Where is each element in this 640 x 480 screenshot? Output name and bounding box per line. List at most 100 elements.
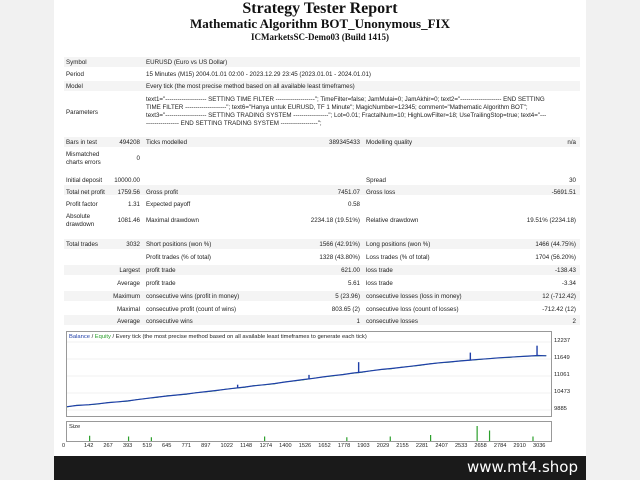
label-bars: Bars in test [66,139,97,146]
label-loss-trades: Loss trades (% of total) [366,254,430,261]
y-tick-label: 9885 [554,406,567,412]
value-period: 15 Minutes (M15) 2004.01.01 02:00 - 2023… [146,71,371,78]
x-tick-label: 1274 [259,443,273,449]
x-tick-label: 3036 [532,443,546,449]
x-tick-label: 1148 [240,443,253,449]
report-title: Strategy Tester Report [242,0,398,17]
params-line-4: ---------------- END SETTING TRADING SYS… [146,120,322,127]
label-max-consec-losses: consecutive losses (loss in money) [366,293,462,300]
balance-chart: Balance / Equity / Every tick (the most … [66,331,552,417]
x-tick-label: 1903 [357,443,370,449]
label-mismatch-2: charts errors [66,159,101,166]
value-deposit: 10000.00 [114,177,140,184]
size-bar [89,435,91,441]
value-average-loss: -3.34 [561,280,576,287]
value-largest-loss: -138.43 [555,267,576,274]
x-tick-label: 1778 [337,443,351,449]
x-tick-label: 1022 [220,443,233,449]
size-bar [532,436,534,441]
label-average: Average [117,280,140,287]
size-bar [346,437,348,441]
size-label: Size [69,424,81,430]
value-total-trades: 3032 [126,241,140,248]
x-tick-label: 2155 [396,443,409,449]
label-largest: Largest [119,267,140,274]
x-tick-label: 142 [84,443,94,449]
x-tick-label: 519 [142,443,152,449]
legend-sep: / [89,334,95,340]
value-profit-trades: 1328 (43.80%) [319,254,360,261]
value-maximal-consec-profit: 803.65 (2) [331,306,360,313]
value-avg-consec-wins: 1 [356,318,360,325]
label-average-profit: profit trade [146,280,176,287]
value-model: Every tick (the most precise method base… [146,83,355,90]
size-chart-svg [89,426,534,441]
label-average-loss: loss trade [366,280,393,287]
x-tick-label: 1652 [318,443,331,449]
value-profit-factor: 1.31 [127,201,140,208]
size-bar [430,435,432,441]
label-profit-trades: Profit trades (% of total) [146,254,211,261]
label-relative-dd: Relative drawdown [366,217,419,224]
x-tick-label: 2658 [474,443,487,449]
label-symbol: Symbol [66,59,87,66]
x-tick-label: 2784 [493,443,507,449]
y-tick-label: 11649 [554,355,570,361]
value-gross-profit: 7451.07 [337,189,360,196]
value-maximal-consec-loss: -712.42 (12) [542,306,576,313]
value-expected-payoff: 0.58 [347,201,360,208]
report-page: Strategy Tester Report Mathematic Algori… [54,0,586,456]
balance-chart-svg [67,341,551,411]
x-tick-label: 2407 [435,443,448,449]
value-spread: 30 [569,177,576,184]
label-profit-factor: Profit factor [66,201,98,208]
footer-site: www.mt4.shop [466,458,578,476]
value-long-positions: 1466 (44.75%) [535,241,576,248]
label-largest-profit: profit trade [146,267,176,274]
value-symbol: EURUSD (Euro vs US Dollar) [146,59,228,66]
label-expected-payoff: Expected payoff [146,201,191,208]
size-bar [150,437,152,441]
x-tick-label: 645 [162,443,172,449]
label-quality: Modelling quality [366,139,413,146]
value-mismatch: 0 [136,155,140,162]
value-net-profit: 1759.56 [117,189,140,196]
label-absolute-dd-2: drawdown [66,221,95,228]
value-absolute-dd: 1081.46 [117,217,140,224]
label-maximal: Maximal [116,306,140,313]
x-tick-label: 267 [103,443,113,449]
label-maximal-consec-profit: consecutive profit (count of wins) [146,306,237,313]
value-short-positions: 1566 (42.91%) [319,241,360,248]
value-loss-trades: 1704 (56.20%) [535,254,576,261]
label-total-trades: Total trades [66,241,98,248]
value-max-consec-wins: 5 (23.96) [335,293,360,300]
label-maximal-dd: Maximal drawdown [146,217,199,224]
params-line-1: text1="-------------------- SETTING TIME… [146,96,545,103]
label-average-2: Average [117,318,140,325]
x-tick-label: 2533 [454,443,468,449]
value-relative-dd: 19.51% (2234.18) [526,217,576,224]
label-short-positions: Short positions (won %) [146,241,212,248]
label-maximal-consec-loss: consecutive loss (count of losses) [366,306,459,313]
label-period: Period [66,71,84,78]
value-avg-consec-losses: 2 [572,318,576,325]
label-deposit: Initial deposit [66,177,103,184]
label-mismatch-1: Mismatched [66,151,100,158]
x-tick-label: 393 [122,443,133,449]
value-average-profit: 5.61 [347,280,360,287]
x-tick-label: 1526 [298,443,312,449]
label-model: Model [66,83,83,90]
x-tick-label: 0 [62,443,66,449]
label-absolute-dd-1: Absolute [66,213,91,220]
label-spread: Spread [366,177,386,184]
size-bar [389,436,391,441]
size-bar [488,430,491,441]
label-max-consec-wins: consecutive wins (profit in money) [146,293,240,300]
x-tick-label: 897 [201,443,211,449]
size-bar [476,426,478,441]
label-avg-consec-losses: consecutive losses [366,318,418,325]
chart-legend: Balance / Equity / Every tick (the most … [69,333,367,341]
label-long-positions: Long positions (won %) [366,241,431,248]
value-gross-loss: -5691.51 [551,189,576,196]
value-bars: 494208 [119,139,140,146]
